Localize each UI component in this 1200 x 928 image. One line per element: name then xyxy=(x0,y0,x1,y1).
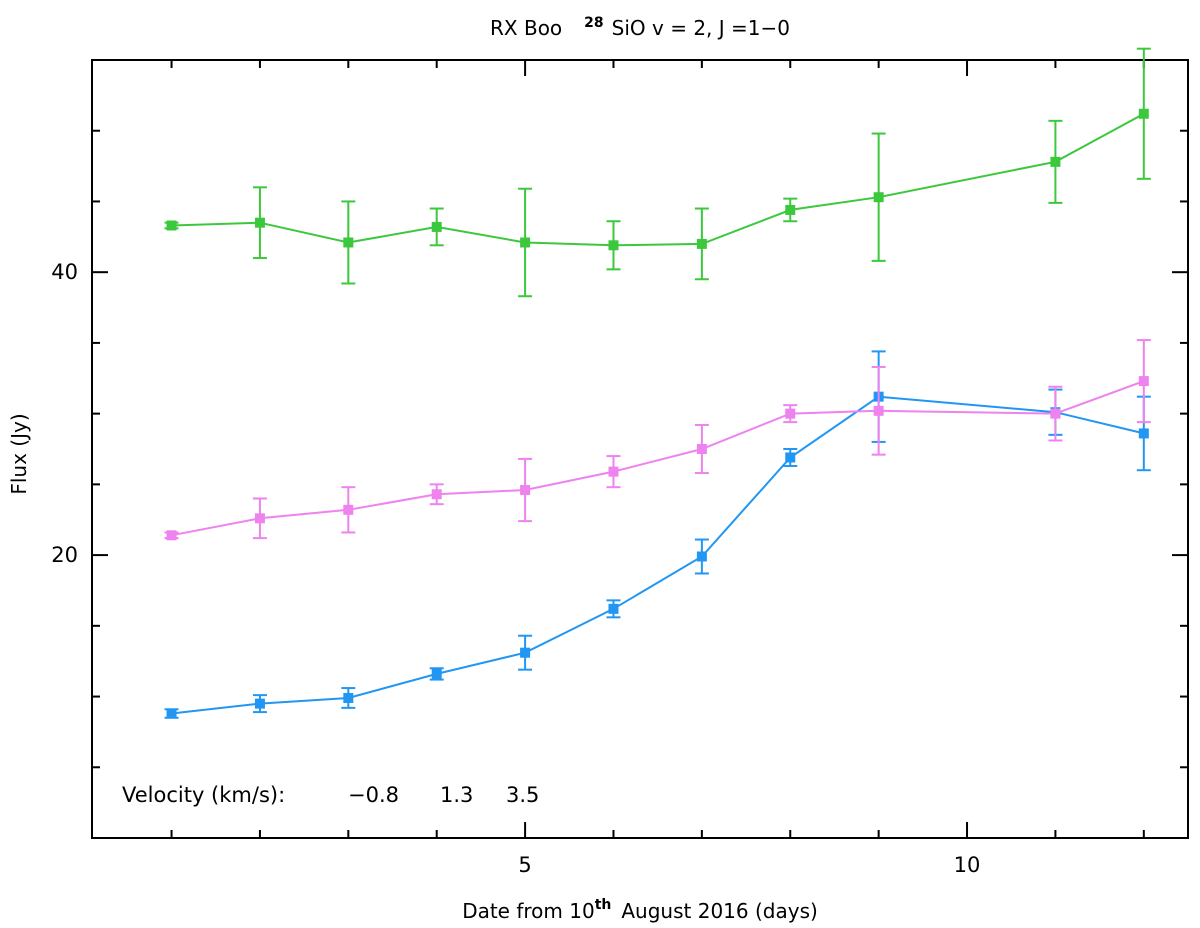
x-axis-label-prefix: Date from 10 xyxy=(462,899,595,923)
data-point xyxy=(785,452,796,463)
x-tick-label: 5 xyxy=(518,853,531,877)
x-axis-label-superscript: th xyxy=(595,897,612,913)
data-point xyxy=(873,405,884,416)
legend-entry-3.5: 3.5 xyxy=(506,783,539,807)
data-point xyxy=(166,220,177,231)
data-point xyxy=(343,692,354,703)
x-tick-label: 10 xyxy=(954,853,981,877)
data-point xyxy=(166,708,177,719)
data-point xyxy=(431,489,442,500)
series-1.3 xyxy=(164,339,1151,541)
data-point xyxy=(254,513,265,524)
x-axis-label-suffix: August 2016 (days) xyxy=(621,899,817,923)
y-tick-label: 20 xyxy=(51,543,78,567)
series-line xyxy=(171,395,1145,715)
chart-title-suffix: SiO v = 2, J =1−0 xyxy=(612,16,790,40)
data-point xyxy=(254,698,265,709)
data-point xyxy=(696,238,707,249)
data-point xyxy=(873,192,884,203)
data-point xyxy=(520,485,531,496)
data-point xyxy=(608,240,619,251)
series-line xyxy=(171,380,1145,537)
data-point xyxy=(785,204,796,215)
data-point xyxy=(431,668,442,679)
series-3.5 xyxy=(164,47,1151,298)
y-axis-label: Flux (Jy) xyxy=(7,413,31,494)
data-point xyxy=(520,237,531,248)
data-point xyxy=(696,444,707,454)
x-axis-label: Date from 10th August 2016 (days) xyxy=(462,897,818,923)
data-point xyxy=(1138,108,1149,119)
data-point xyxy=(696,551,707,562)
legend: Velocity (km/s): −0.8 1.3 3.5 xyxy=(122,783,539,807)
data-point xyxy=(166,530,177,541)
data-point xyxy=(431,221,442,232)
legend-entry-1.3: 1.3 xyxy=(440,783,473,807)
legend-entry-neg0.8: −0.8 xyxy=(348,783,399,807)
data-point xyxy=(1138,376,1149,387)
series-layer xyxy=(164,47,1151,719)
data-point xyxy=(785,408,796,419)
legend-label: Velocity (km/s): xyxy=(122,783,285,807)
data-point xyxy=(608,603,619,614)
data-point xyxy=(1050,408,1061,419)
data-point xyxy=(608,466,619,477)
y-tick-label: 40 xyxy=(51,260,78,284)
series--0.8 xyxy=(164,350,1151,719)
plot-frame xyxy=(91,59,1189,839)
data-point xyxy=(254,217,265,228)
data-point xyxy=(520,647,531,658)
data-point xyxy=(1050,156,1061,167)
chart-title: RX Boo 28 SiO v = 2, J =1−0 xyxy=(490,15,790,40)
axis-ticks: 5 10 20 40 xyxy=(51,60,1188,877)
data-point xyxy=(1138,428,1149,439)
data-point xyxy=(343,237,354,248)
chart-title-prefix: RX Boo xyxy=(490,16,562,40)
data-point xyxy=(343,504,354,515)
chart-title-superscript: 28 xyxy=(584,15,603,31)
series-line xyxy=(171,112,1145,247)
